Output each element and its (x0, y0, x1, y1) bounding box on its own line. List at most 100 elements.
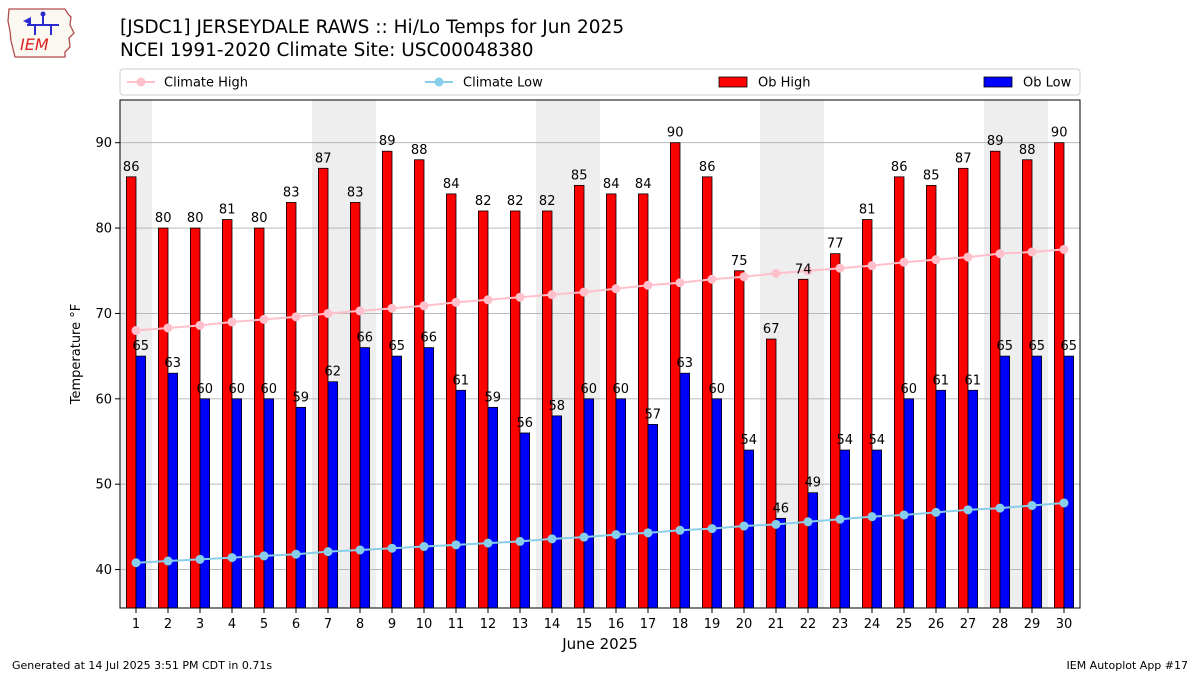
bar-ob-high (189, 227, 201, 609)
bar-ob-low (327, 381, 339, 609)
climate-high-point (995, 249, 1005, 259)
legend-marker-climate-high-dot (136, 77, 146, 87)
data-label-ob-low: 60 (581, 382, 598, 397)
data-label-ob-high: 86 (891, 160, 908, 175)
bar-ob-low (519, 432, 531, 609)
plot-frame (119, 99, 1081, 609)
bar-ob-low (1031, 355, 1043, 609)
data-label-ob-low: 65 (389, 339, 406, 354)
bar-ob-high (798, 278, 809, 609)
x-tick-label: 30 (1056, 617, 1073, 632)
data-label-ob-low: 54 (869, 433, 886, 448)
climate-high-point (931, 255, 941, 265)
x-tick-label: 6 (292, 617, 300, 632)
climate-high-point (291, 312, 301, 322)
bar-ob-low (967, 389, 979, 609)
bar-ob-low (423, 347, 435, 609)
x-tick-label: 13 (512, 617, 529, 632)
climate-high-point (323, 308, 333, 318)
bar-ob-high (638, 193, 649, 609)
climate-low-point (1059, 498, 1069, 508)
x-tick-label: 25 (896, 617, 913, 632)
x-tick-label: 7 (324, 617, 332, 632)
climate-low-point (547, 534, 557, 544)
data-label-ob-low: 63 (165, 356, 182, 371)
data-label-ob-high: 83 (347, 185, 364, 200)
data-label-ob-high: 82 (507, 194, 524, 209)
climate-high-point (675, 278, 685, 288)
bar-labels: 86 65 80 63 80 60 81 60 80 60 83 59 87 62 83 66 89 65 88 66… (123, 126, 1077, 517)
climate-low-point (675, 525, 685, 535)
x-tick-label: 2 (164, 617, 172, 632)
x-tick-label: 10 (416, 617, 433, 632)
climate-low-point (899, 510, 909, 520)
climate-low-point (195, 554, 205, 564)
data-label-ob-high: 87 (315, 151, 332, 166)
data-label-ob-low: 57 (645, 407, 662, 422)
climate-low-point (227, 553, 237, 563)
bar-ob-high (926, 184, 937, 609)
data-label-ob-low: 54 (837, 433, 854, 448)
legend-box (119, 68, 1081, 96)
climate-high-line (135, 248, 1065, 332)
climate-low-point (515, 536, 525, 546)
data-label-ob-low: 60 (709, 382, 726, 397)
climate-low-point (323, 547, 333, 557)
data-label-ob-high: 80 (251, 211, 268, 226)
data-label-ob-high: 85 (571, 168, 588, 183)
data-label-ob-low: 61 (453, 373, 470, 388)
data-label-ob-high: 82 (475, 194, 492, 209)
data-label-ob-low: 60 (613, 382, 630, 397)
bar-ob-high (221, 219, 233, 609)
data-label-ob-high: 89 (379, 134, 396, 149)
climate-low-point (451, 540, 461, 550)
climate-high-point (707, 274, 717, 284)
data-label-ob-high: 77 (827, 237, 844, 252)
climate-high-point (643, 280, 653, 290)
x-tick-label: 23 (832, 617, 849, 632)
data-label-ob-high: 84 (443, 177, 460, 192)
legend-label-climate-low: Climate Low (463, 76, 543, 91)
bar-ob-high (413, 159, 425, 609)
bar-ob-low (935, 389, 947, 609)
bar-ob-high (990, 150, 1001, 609)
bar-ob-high (317, 167, 329, 609)
data-label-ob-low: 46 (773, 501, 790, 516)
climate-high-point (835, 263, 845, 273)
bar-ob-high (830, 253, 841, 609)
data-label-ob-high: 81 (219, 203, 236, 218)
bar-ob-low (391, 355, 403, 609)
climate-low-point (931, 507, 941, 517)
climate-high-point (547, 290, 557, 300)
climate-low-point (963, 505, 973, 515)
data-label-ob-low: 61 (965, 373, 982, 388)
data-label-ob-high: 90 (667, 126, 684, 141)
data-label-ob-high: 88 (411, 143, 428, 158)
bar-ob-low (615, 398, 627, 609)
data-label-ob-low: 65 (1061, 339, 1078, 354)
bar-ob-low (775, 517, 787, 609)
x-tick-label: 20 (736, 617, 753, 632)
climate-low-point (739, 521, 749, 531)
data-label-ob-high: 86 (699, 160, 716, 175)
bar-ob-high (1054, 142, 1065, 609)
bar-ob-low (167, 372, 179, 609)
data-label-ob-low: 66 (421, 331, 438, 346)
legend-label-ob-high: Ob High (758, 76, 811, 91)
climate-low-point (643, 528, 653, 538)
x-tick-label: 24 (864, 617, 881, 632)
climate-high-point (803, 266, 813, 276)
x-tick-label: 8 (356, 617, 364, 632)
climate-high-point (963, 252, 973, 262)
data-label-ob-high: 82 (539, 194, 556, 209)
climate-high-point (515, 292, 525, 302)
x-tick-label: 4 (228, 617, 236, 632)
climate-high-point (1027, 247, 1037, 257)
x-tick-label: 27 (960, 617, 977, 632)
bar-ob-low (231, 398, 243, 609)
data-label-ob-high: 86 (123, 160, 140, 175)
x-tick-label: 16 (608, 617, 625, 632)
climate-low-point (259, 551, 269, 561)
climate-low-point (419, 542, 429, 552)
